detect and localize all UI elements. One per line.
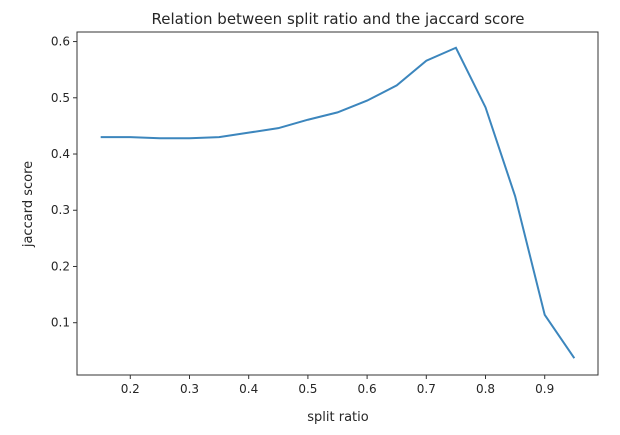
y-tick-label: 0.4 xyxy=(51,147,70,161)
x-tick-label: 0.2 xyxy=(121,382,140,396)
x-tick-label: 0.7 xyxy=(417,382,436,396)
y-tick-label: 0.2 xyxy=(51,259,70,273)
x-tick-label: 0.8 xyxy=(476,382,495,396)
y-tick-label: 0.6 xyxy=(51,35,70,49)
series-line xyxy=(100,46,576,359)
x-axis-label: split ratio xyxy=(307,410,368,425)
x-tick-label: 0.5 xyxy=(298,382,317,396)
x-tick-label: 0.6 xyxy=(358,382,377,396)
plot-frame xyxy=(76,31,599,376)
chart-title: Relation between split ratio and the jac… xyxy=(151,10,524,28)
y-tick-label: 0.5 xyxy=(51,91,70,105)
y-tick-label: 0.1 xyxy=(51,316,70,330)
x-tick-label: 0.4 xyxy=(239,382,258,396)
y-tick-label: 0.3 xyxy=(51,203,70,217)
x-tick-label: 0.3 xyxy=(180,382,199,396)
x-tick-label: 0.9 xyxy=(535,382,554,396)
y-axis-label: jaccard score xyxy=(21,161,36,248)
